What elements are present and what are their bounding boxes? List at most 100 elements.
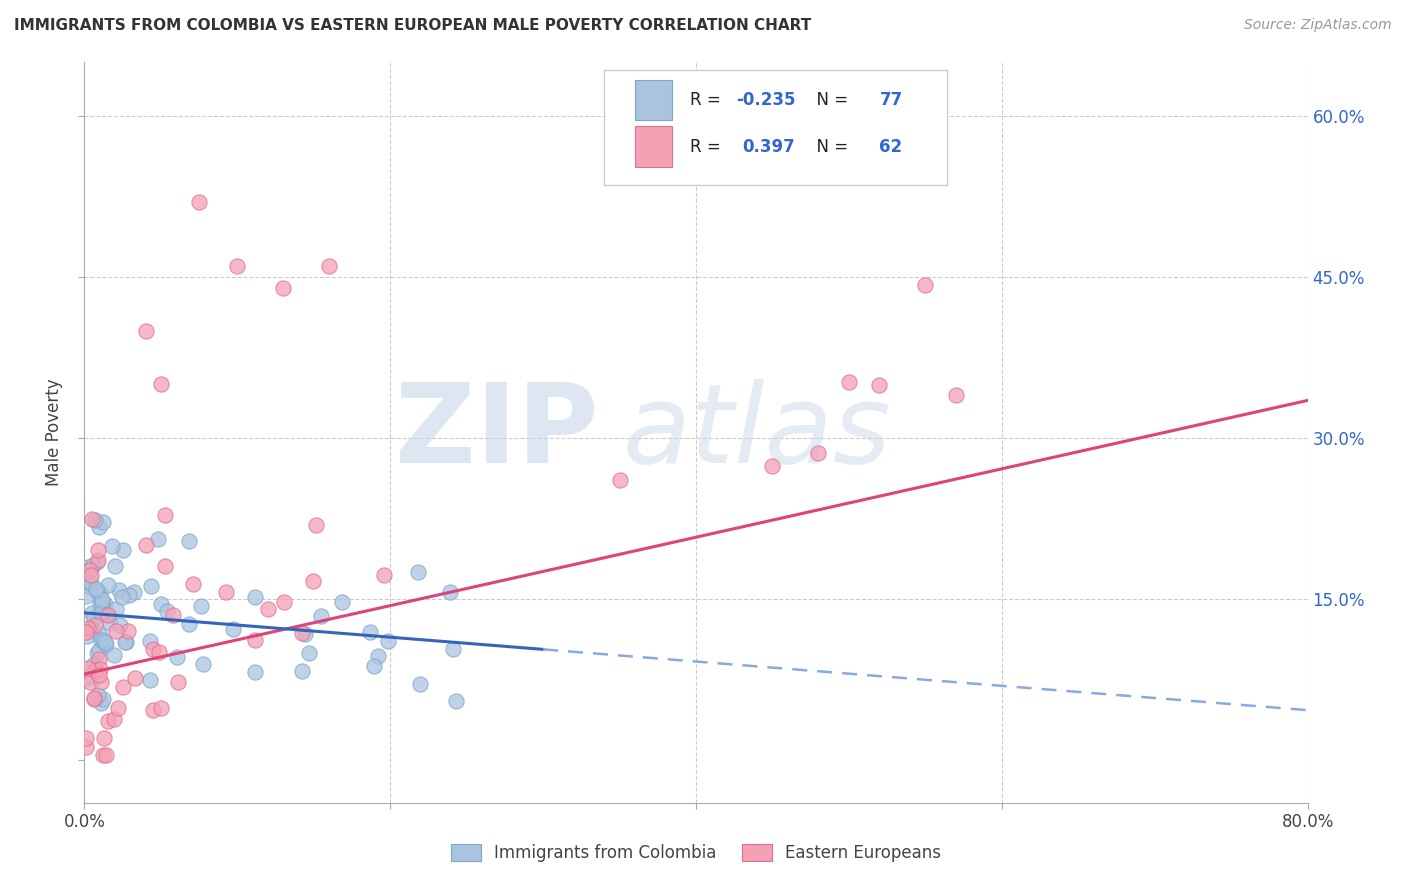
Point [83, 690, 105, 705]
Point [243, 633, 266, 648]
Point [291, 626, 314, 640]
Point [98, 616, 121, 631]
FancyBboxPatch shape [636, 79, 672, 120]
Point [761, 459, 783, 474]
Point [84, 663, 107, 677]
Point [97, 578, 120, 592]
Point [97, 608, 120, 623]
Point [138, 673, 160, 687]
Point [167, 675, 190, 690]
Point [91, 597, 114, 611]
Point [359, 624, 381, 639]
Point [271, 281, 294, 295]
Point [110, 590, 132, 604]
Point [869, 377, 891, 392]
Point [190, 599, 212, 614]
Point [177, 533, 200, 548]
Point [302, 574, 325, 589]
Point [373, 568, 395, 582]
Text: -0.235: -0.235 [737, 91, 796, 109]
Point [146, 532, 169, 546]
Point [305, 517, 328, 532]
Legend: Immigrants from Colombia, Eastern Europeans: Immigrants from Colombia, Eastern Europe… [444, 837, 948, 869]
Point [914, 277, 936, 292]
Point [104, 559, 127, 574]
Point [222, 622, 245, 636]
Point [75, 624, 97, 639]
Point [245, 665, 267, 679]
Point [363, 658, 385, 673]
Point [86, 646, 108, 660]
Point [367, 648, 389, 663]
Point [150, 598, 173, 612]
Text: R =: R = [690, 138, 731, 156]
Point [153, 559, 176, 574]
Point [75, 574, 97, 589]
Point [104, 624, 127, 639]
Point [441, 641, 464, 656]
Point [377, 634, 399, 648]
Point [108, 582, 131, 597]
Point [90, 593, 112, 607]
Point [117, 624, 139, 638]
Point [77, 560, 100, 574]
Point [87, 542, 110, 557]
Point [90, 632, 112, 647]
Point [149, 701, 172, 715]
Point [183, 577, 205, 591]
Point [80, 621, 103, 635]
Point [124, 585, 146, 599]
Point [103, 648, 125, 662]
Point [89, 662, 111, 676]
Point [90, 606, 112, 620]
FancyBboxPatch shape [605, 70, 946, 185]
Point [87, 553, 110, 567]
Point [838, 375, 860, 389]
Point [188, 194, 211, 209]
Point [101, 539, 124, 553]
Point [80, 568, 103, 582]
Point [79, 563, 101, 577]
Point [75, 731, 97, 746]
Point [444, 694, 467, 708]
Point [139, 634, 162, 648]
Point [298, 646, 321, 660]
Point [406, 566, 429, 580]
Point [103, 713, 125, 727]
Point [226, 260, 249, 274]
Point [86, 584, 108, 599]
Point [79, 576, 101, 591]
Point [96, 747, 118, 762]
Point [139, 579, 162, 593]
Point [89, 520, 111, 534]
Point [149, 377, 172, 392]
Point [107, 700, 129, 714]
Text: IMMIGRANTS FROM COLOMBIA VS EASTERN EUROPEAN MALE POVERTY CORRELATION CHART: IMMIGRANTS FROM COLOMBIA VS EASTERN EURO… [14, 18, 811, 33]
Text: 62: 62 [880, 138, 903, 156]
Point [439, 584, 461, 599]
Point [318, 260, 340, 274]
Point [124, 671, 146, 685]
Point [89, 668, 111, 682]
Point [79, 674, 101, 689]
Point [75, 672, 97, 686]
Point [93, 747, 115, 762]
Point [87, 652, 110, 666]
Text: Source: ZipAtlas.com: Source: ZipAtlas.com [1244, 18, 1392, 32]
Point [179, 616, 201, 631]
Point [118, 588, 141, 602]
Point [75, 589, 97, 603]
Point [115, 634, 138, 648]
Point [90, 696, 112, 710]
Point [89, 586, 111, 600]
Point [166, 650, 188, 665]
Point [87, 643, 110, 657]
Point [86, 582, 108, 596]
Point [309, 608, 332, 623]
Point [256, 601, 278, 615]
Text: N =: N = [806, 138, 853, 156]
Point [945, 388, 967, 402]
Point [162, 608, 184, 623]
Point [97, 714, 120, 729]
Text: ZIP: ZIP [395, 379, 598, 486]
